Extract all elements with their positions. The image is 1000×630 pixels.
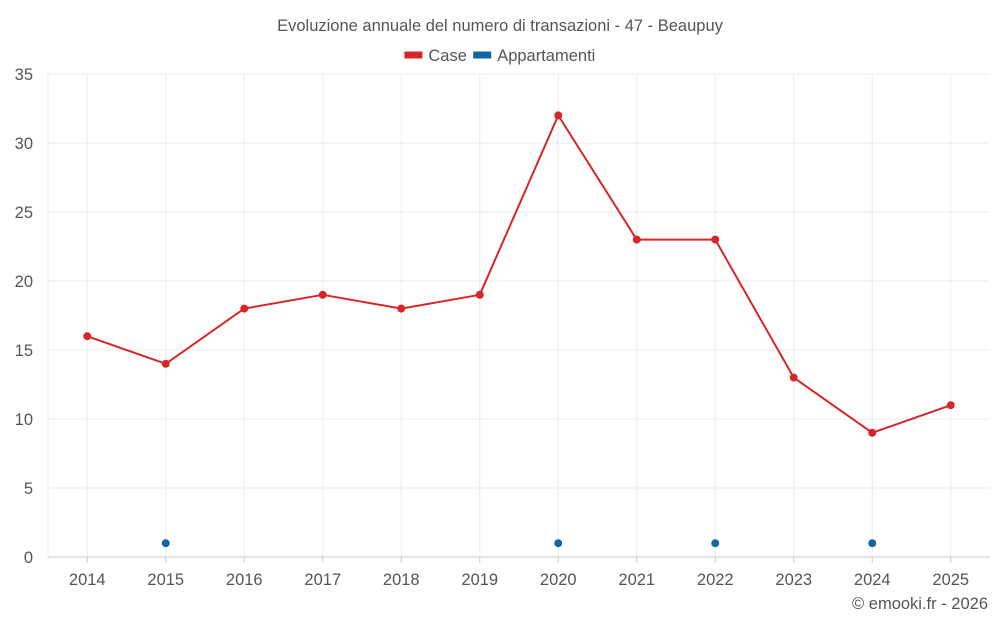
legend-item-appartamenti: Appartamenti (473, 47, 595, 65)
x-tick-label: 2022 (697, 571, 734, 589)
data-point (868, 428, 877, 437)
series-case (83, 111, 955, 437)
data-point (397, 304, 406, 313)
series-layer (83, 111, 955, 548)
y-tick-label: 20 (15, 273, 33, 291)
data-point (161, 359, 170, 368)
y-tick-label: 10 (15, 411, 33, 429)
x-tick-label: 2023 (775, 571, 812, 589)
series-line-case (86, 114, 952, 434)
x-tick-label: 2015 (147, 571, 184, 589)
data-point (946, 401, 955, 410)
x-tick-label: 2021 (618, 571, 655, 589)
y-tick-label: 15 (15, 342, 33, 360)
data-point (83, 332, 92, 341)
data-point (711, 539, 720, 548)
y-tick-label: 0 (24, 549, 33, 567)
legend-swatch (404, 51, 423, 59)
data-point (868, 539, 877, 548)
legend-swatch (473, 51, 492, 59)
x-tick-label: 2024 (854, 571, 891, 589)
legend-item-case: Case (404, 47, 467, 65)
y-tick-label: 25 (15, 204, 33, 222)
data-point (554, 111, 563, 120)
series-appartamenti (161, 539, 877, 548)
chart-title: Evoluzione annuale del numero di transaz… (277, 17, 724, 35)
data-point (161, 539, 170, 548)
legend-label: Appartamenti (497, 47, 595, 65)
x-tick-label: 2019 (461, 571, 498, 589)
data-point (240, 304, 249, 313)
x-tick-label: 2025 (932, 571, 969, 589)
x-axis: 2014 2015 2016 2017 2018 2019 2020 2021 2022 2023… (69, 557, 969, 589)
data-point (318, 290, 327, 299)
x-tick-label: 2017 (304, 571, 341, 589)
y-tick-label: 35 (15, 66, 33, 84)
grid (47, 73, 990, 558)
legend-label: Case (428, 47, 467, 65)
y-axis: 0 5 10 15 20 25 30 35 (15, 66, 33, 567)
x-tick-label: 2014 (69, 571, 106, 589)
footer-credit: © emooki.fr - 2026 (852, 595, 988, 613)
y-tick-label: 5 (24, 480, 33, 498)
y-tick-label: 30 (15, 135, 33, 153)
data-point (632, 235, 641, 244)
x-tick-label: 2018 (383, 571, 420, 589)
data-point (475, 290, 484, 299)
x-tick-label: 2016 (226, 571, 263, 589)
legend: Case Appartamenti (404, 47, 595, 65)
data-point (554, 539, 563, 548)
data-point (789, 373, 798, 382)
data-point (711, 235, 720, 244)
x-tick-label: 2020 (540, 571, 577, 589)
